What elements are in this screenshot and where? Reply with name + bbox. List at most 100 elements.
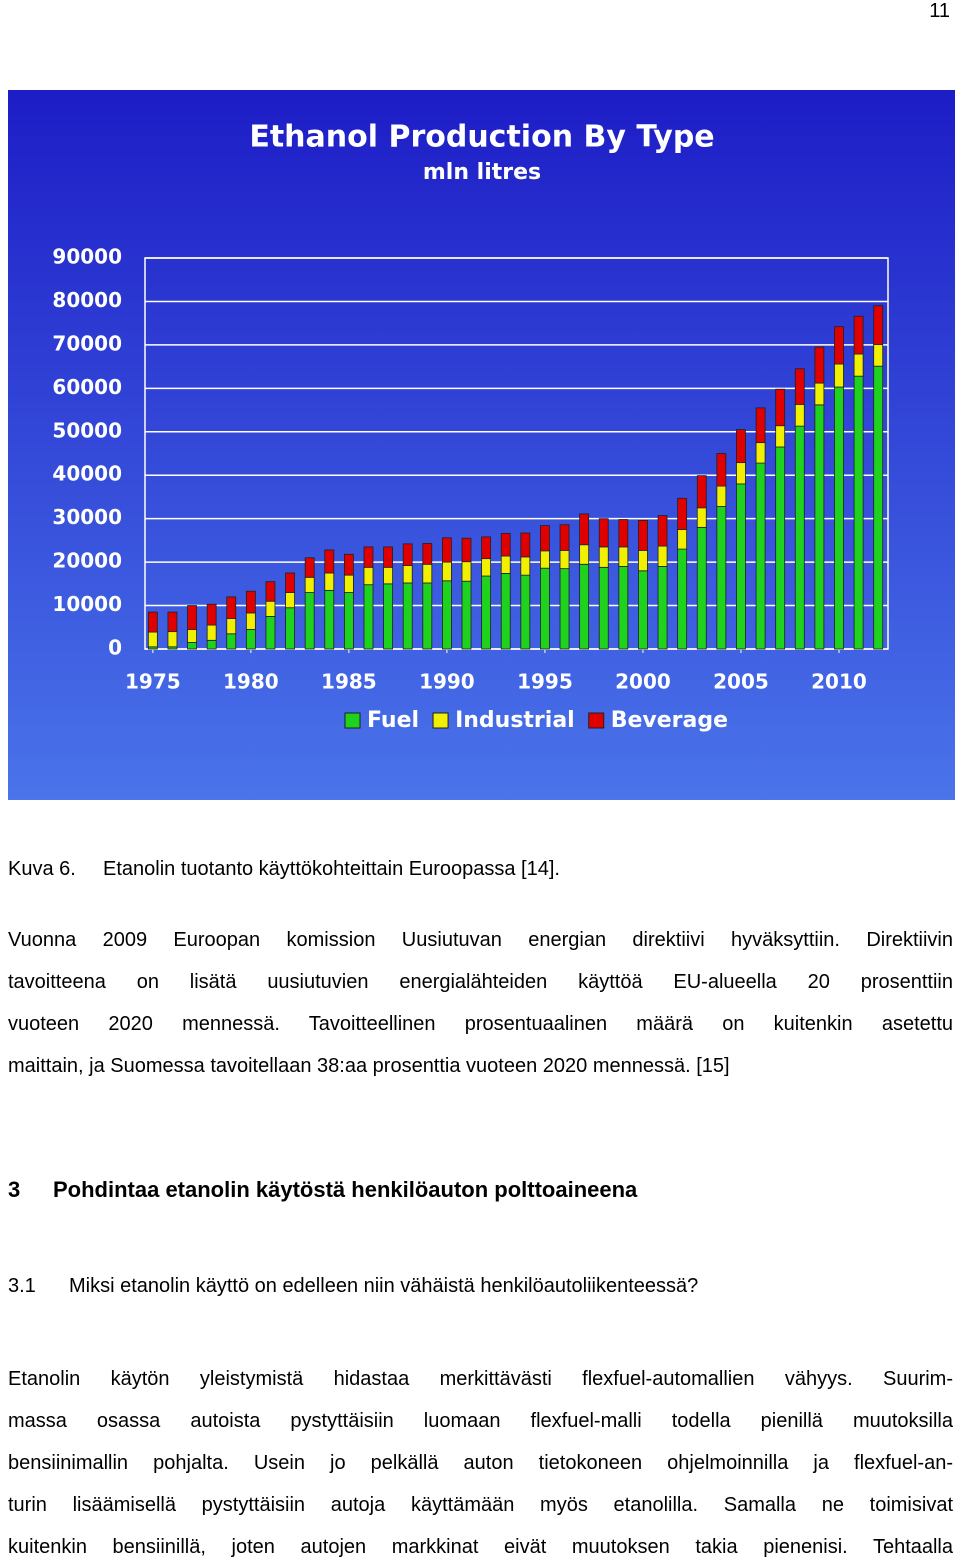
bar-segment xyxy=(657,515,668,547)
bar-segment xyxy=(677,497,688,530)
bar-segment xyxy=(402,582,413,650)
bar-segment xyxy=(696,526,707,650)
bar-segment xyxy=(794,404,805,427)
bar-segment xyxy=(677,548,688,650)
bar-segment xyxy=(716,485,727,507)
page-number: 11 xyxy=(929,0,950,22)
bar-segment xyxy=(383,546,393,568)
heading-number: 3 xyxy=(8,1177,21,1202)
bar-segment xyxy=(245,612,256,630)
bar-segment xyxy=(304,576,315,593)
subheading-text: Miksi etanolin käyttö on edelleen niin v… xyxy=(69,1275,699,1297)
bar-segment xyxy=(167,631,178,648)
y-tick-label: 40000 xyxy=(52,462,122,486)
bar-segment xyxy=(736,483,746,650)
bar-segment xyxy=(343,592,354,650)
bar-segment xyxy=(363,584,374,650)
bar-segment xyxy=(618,566,629,650)
y-tick-label: 90000 xyxy=(52,245,122,269)
bar-segment xyxy=(618,546,629,567)
bar-segment xyxy=(226,618,237,635)
bar-segment xyxy=(520,556,531,576)
bar-segment xyxy=(638,570,648,650)
bar-segment xyxy=(579,544,590,565)
bar-segment xyxy=(167,611,178,633)
bar-segment xyxy=(442,561,452,582)
bar-segment xyxy=(794,425,805,650)
legend-label: Fuel xyxy=(367,708,419,733)
bar-segment xyxy=(775,425,786,448)
subheading-number: 3.1 xyxy=(8,1275,36,1297)
bar-segment xyxy=(873,365,884,650)
bar-segment xyxy=(755,442,766,464)
bar-segment xyxy=(461,537,472,563)
bar-segment xyxy=(657,545,668,567)
bar-segment xyxy=(500,555,511,574)
y-tick-label: 20000 xyxy=(52,549,122,573)
chart-title: Ethanol Production By Type xyxy=(249,120,714,155)
text-line: maittain, ja Suomessa tavoitellaan 38:aa… xyxy=(8,1055,730,1077)
x-tick-label: 2000 xyxy=(615,670,671,694)
heading-text: Pohdintaa etanolin käytöstä henkilöauton… xyxy=(53,1177,638,1202)
bar-segment xyxy=(794,368,805,405)
bar-segment xyxy=(343,553,354,576)
text-line: Vuonna 2009 Euroopan komission Uusiutuva… xyxy=(8,929,953,951)
bar-segment xyxy=(285,592,295,609)
bar-segment xyxy=(363,546,374,568)
bar-segment xyxy=(873,344,884,367)
bar-segment xyxy=(775,446,786,650)
bar-segment xyxy=(285,607,295,650)
bar-segment xyxy=(618,519,629,548)
bar-segment xyxy=(147,631,158,648)
bar-segment xyxy=(461,561,472,582)
bar-segment xyxy=(265,581,276,602)
bar-segment xyxy=(324,572,335,591)
bar-segment xyxy=(834,363,844,388)
bar-segment xyxy=(461,580,472,650)
text-line: kuitenkin bensiinillä, joten autojen mar… xyxy=(8,1536,953,1558)
bar-segment xyxy=(540,567,550,650)
bar-segment xyxy=(814,404,825,650)
bar-segment xyxy=(540,550,550,569)
bar-segment xyxy=(716,453,727,487)
bar-segment xyxy=(736,429,746,464)
bar-segment xyxy=(677,529,688,550)
bar-segment xyxy=(265,616,276,650)
bar-segment xyxy=(285,572,295,593)
bar-segment xyxy=(500,573,511,650)
bar-segment xyxy=(481,536,492,560)
y-tick-label: 60000 xyxy=(52,375,122,399)
x-tick-label: 1995 xyxy=(517,670,573,694)
text-line: massa osassa autoista pystyttäisiin luom… xyxy=(8,1410,953,1432)
bar-segment xyxy=(834,326,844,365)
bar-segment xyxy=(265,600,276,617)
bar-segment xyxy=(206,624,217,641)
bar-segment xyxy=(853,353,864,377)
x-tick-label: 1985 xyxy=(321,670,377,694)
text-line: tavoitteena on lisätä uusiutuvien energi… xyxy=(8,971,953,993)
bar-segment xyxy=(579,563,590,650)
bar-segment xyxy=(481,558,492,577)
bar-segment xyxy=(226,633,237,650)
bar-segment xyxy=(206,639,217,650)
bar-segment xyxy=(520,574,531,650)
bar-segment xyxy=(422,563,433,584)
bar-segment xyxy=(559,568,570,650)
bar-segment xyxy=(304,592,315,650)
bar-segment xyxy=(579,513,590,546)
bar-segment xyxy=(755,462,766,650)
bar-segment xyxy=(147,611,158,633)
legend-swatch xyxy=(432,712,449,729)
bar-segment xyxy=(814,382,825,406)
bar-segment xyxy=(755,407,766,444)
bar-segment xyxy=(696,475,707,509)
bar-segment xyxy=(422,543,433,565)
bar-segment xyxy=(187,605,197,630)
chart-subtitle: mln litres xyxy=(423,160,541,185)
bar-segment xyxy=(422,582,433,650)
bar-segment xyxy=(598,546,609,568)
text-line: vuoteen 2020 mennessä. Tavoitteellinen p… xyxy=(8,1013,953,1035)
bar-segment xyxy=(716,506,727,650)
bar-segment xyxy=(559,549,570,570)
legend-swatch xyxy=(344,712,361,729)
